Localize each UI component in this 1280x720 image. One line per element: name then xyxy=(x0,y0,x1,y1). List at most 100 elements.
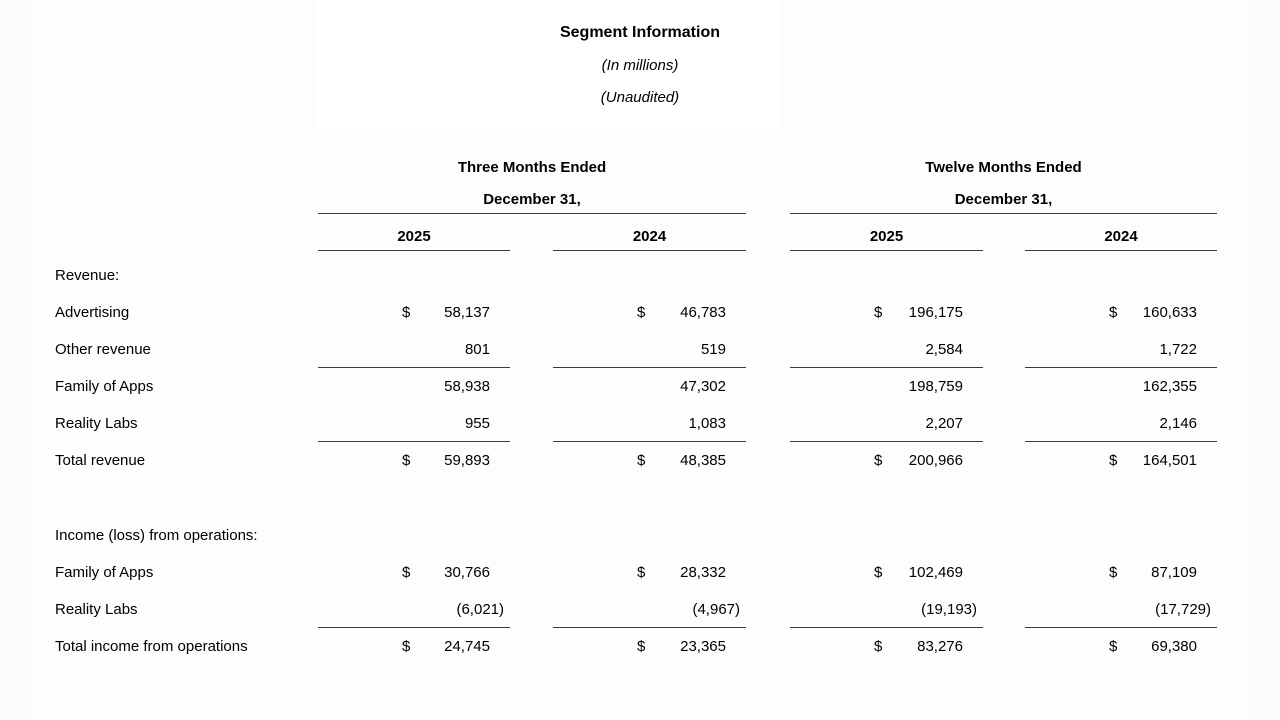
spacer-row xyxy=(55,479,1217,517)
cell-3m-2025: 801 xyxy=(318,331,510,368)
cell-12m-2024: $ 87,109 xyxy=(1025,554,1217,591)
dollar-sign: $ xyxy=(637,638,646,655)
dollar-sign: $ xyxy=(874,452,883,469)
section-row-income-from-operations: Income (loss) from operations: xyxy=(55,517,1217,554)
cell-value: 58,938 xyxy=(444,378,490,395)
cell-3m-2025: 58,938 xyxy=(318,368,510,405)
row-label: Total income from operations xyxy=(55,638,248,655)
dollar-sign: $ xyxy=(1109,564,1118,581)
row-label: Family of Apps xyxy=(55,378,154,395)
cell-3m-2024: $ 48,385 xyxy=(553,442,746,479)
cell-value: 30,766 xyxy=(444,564,490,581)
row-label: Total revenue xyxy=(55,452,146,469)
table-row-reality-labs-revenue: Reality Labs 955 1,083 2,207 2,146 xyxy=(55,405,1217,442)
cell-value: 48,385 xyxy=(680,452,726,469)
cell-value: 2,207 xyxy=(925,414,963,432)
table-row-total-income-from-operations: Total income from operations $ 24,745 $ … xyxy=(55,628,1217,665)
cell-3m-2024: (4,967) xyxy=(553,591,746,628)
cell-3m-2024: 1,083 xyxy=(553,405,746,442)
cell-value: 2,146 xyxy=(1159,414,1197,432)
cell-value: 28,332 xyxy=(680,564,726,581)
cell-12m-2025: 2,207 xyxy=(790,405,983,442)
cell-12m-2024: 1,722 xyxy=(1025,331,1217,368)
dollar-sign: $ xyxy=(1109,304,1118,321)
column-group-twelve-months: Twelve Months Ended December 31, 2025 20… xyxy=(790,159,1217,251)
dollar-sign: $ xyxy=(874,638,883,655)
period-date: December 31, xyxy=(318,191,746,214)
cell-value: 519 xyxy=(700,340,726,358)
cell-value: (4,967) xyxy=(692,600,740,618)
dollar-sign: $ xyxy=(402,304,411,321)
section-label: Income (loss) from operations: xyxy=(55,527,258,544)
cell-12m-2024: $ 164,501 xyxy=(1025,442,1217,479)
cell-value: 58,137 xyxy=(444,304,490,321)
page-right-margin xyxy=(1246,0,1280,720)
row-label: Reality Labs xyxy=(55,415,138,432)
cell-3m-2025: 955 xyxy=(318,405,510,442)
row-label: Reality Labs xyxy=(55,601,138,618)
dollar-sign: $ xyxy=(874,304,883,321)
cell-value: 59,893 xyxy=(444,452,490,469)
table-row-family-of-apps-income: Family of Apps $ 30,766 $ 28,332 $ 102,4… xyxy=(55,554,1217,591)
cell-value: 164,501 xyxy=(1142,452,1197,469)
cell-3m-2025: (6,021) xyxy=(318,591,510,628)
dollar-sign: $ xyxy=(402,638,411,655)
dollar-sign: $ xyxy=(637,452,646,469)
table-body: Revenue: Advertising $ 58,137 $ 46,783 $… xyxy=(55,257,1217,665)
period-label: Three Months Ended xyxy=(457,159,607,176)
row-label: Other revenue xyxy=(55,341,151,358)
table-row-other-revenue: Other revenue 801 519 2,584 1,722 xyxy=(55,331,1217,368)
dollar-sign: $ xyxy=(402,564,411,581)
dollar-sign: $ xyxy=(402,452,411,469)
cell-value: 102,469 xyxy=(908,564,963,581)
cell-value: 69,380 xyxy=(1151,638,1197,655)
page-left-margin xyxy=(0,0,34,720)
cell-12m-2024: (17,729) xyxy=(1025,591,1217,628)
cell-3m-2025: $ 30,766 xyxy=(318,554,510,591)
cell-value: (6,021) xyxy=(456,600,504,618)
table-row-total-revenue: Total revenue $ 59,893 $ 48,385 $ 200,96… xyxy=(55,442,1217,479)
cell-value: 47,302 xyxy=(680,378,726,395)
year-header-2025: 2025 xyxy=(318,228,510,251)
cell-value: 87,109 xyxy=(1151,564,1197,581)
cell-value: 801 xyxy=(464,340,490,358)
cell-12m-2024: 2,146 xyxy=(1025,405,1217,442)
period-label: Twelve Months Ended xyxy=(925,159,1082,176)
cell-12m-2025: $ 200,966 xyxy=(790,442,983,479)
year-headers: 2025 2024 xyxy=(790,228,1217,251)
row-label: Family of Apps xyxy=(55,564,154,581)
cell-value: 198,759 xyxy=(908,378,963,395)
cell-12m-2025: (19,193) xyxy=(790,591,983,628)
cell-value: 196,175 xyxy=(908,304,963,321)
cell-value: 955 xyxy=(464,414,490,432)
row-label: Advertising xyxy=(55,304,130,321)
cell-3m-2025: $ 24,745 xyxy=(318,628,510,665)
cell-value: 24,745 xyxy=(444,638,490,655)
cell-12m-2025: 2,584 xyxy=(790,331,983,368)
cell-value: (19,193) xyxy=(921,600,977,618)
section-label: Revenue: xyxy=(55,267,120,284)
cell-12m-2024: $ 69,380 xyxy=(1025,628,1217,665)
cell-3m-2024: $ 46,783 xyxy=(553,294,746,331)
cell-12m-2025: $ 102,469 xyxy=(790,554,983,591)
cell-value: 46,783 xyxy=(680,304,726,321)
cell-12m-2025: $ 196,175 xyxy=(790,294,983,331)
cell-value: 83,276 xyxy=(917,638,963,655)
subtitle-units: (In millions) xyxy=(601,57,679,74)
dollar-sign: $ xyxy=(1109,638,1118,655)
cell-value: 2,584 xyxy=(925,340,963,358)
table-row-reality-labs-income: Reality Labs (6,021) (4,967) (19,193) (1… xyxy=(55,591,1217,628)
cell-12m-2024: $ 160,633 xyxy=(1025,294,1217,331)
dollar-sign: $ xyxy=(637,564,646,581)
cell-12m-2025: $ 83,276 xyxy=(790,628,983,665)
title-block: Segment Information (In millions) (Unaud… xyxy=(0,24,1280,107)
section-row-revenue: Revenue: xyxy=(55,257,1217,294)
dollar-sign: $ xyxy=(637,304,646,321)
cell-value: (17,729) xyxy=(1155,600,1211,618)
cell-3m-2025: $ 58,137 xyxy=(318,294,510,331)
page-title: Segment Information xyxy=(559,24,720,41)
cell-3m-2024: 519 xyxy=(553,331,746,368)
cell-value: 1,083 xyxy=(688,414,726,432)
cell-12m-2025: 198,759 xyxy=(790,368,983,405)
